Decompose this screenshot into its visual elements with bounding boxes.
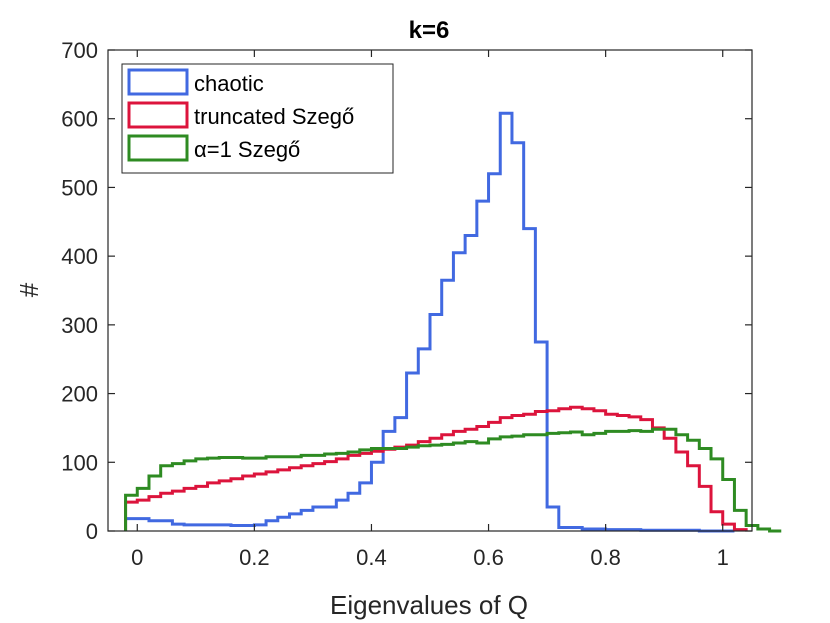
x-tick-label: 0.4 bbox=[356, 545, 387, 570]
y-tick-label: 100 bbox=[61, 450, 98, 475]
legend-swatch-2 bbox=[127, 134, 189, 162]
legend-label-1: truncated Szegő bbox=[194, 104, 354, 129]
series-0-line bbox=[124, 111, 735, 533]
y-tick-label: 400 bbox=[61, 244, 98, 269]
plot-frame bbox=[107, 49, 753, 532]
x-tick-label: 0.2 bbox=[239, 545, 270, 570]
legend-swatch-1 bbox=[127, 101, 189, 129]
series-2-line bbox=[124, 427, 782, 533]
x-tick-label: 0.8 bbox=[590, 545, 621, 570]
legend-label-2: α=1 Szegő bbox=[194, 137, 300, 162]
legend-swatch-0 bbox=[127, 68, 189, 96]
x-tick-label: 0.6 bbox=[473, 545, 504, 570]
series-layer bbox=[124, 111, 782, 533]
legend: chaotic truncated Szegő α=1 Szegő bbox=[121, 63, 394, 174]
y-tick-label: 600 bbox=[61, 107, 98, 132]
y-tick-label: 200 bbox=[61, 382, 98, 407]
y-tick-label: 0 bbox=[86, 519, 98, 544]
y-tick-label: 300 bbox=[61, 313, 98, 338]
y-tick-label: 500 bbox=[61, 175, 98, 200]
x-axis-title: Eigenvalues of Q bbox=[330, 590, 528, 620]
chart-title: k=6 bbox=[409, 17, 450, 44]
legend-label-0: chaotic bbox=[194, 71, 264, 96]
x-tick-label: 1 bbox=[717, 545, 729, 570]
legend-box bbox=[121, 63, 394, 174]
ticks-layer: 0 0.2 0.4 0.6 0.8 1 0 100 200 300 400 500 600 700 bbox=[61, 38, 752, 570]
y-axis-title: # bbox=[14, 282, 44, 297]
y-tick-label: 700 bbox=[61, 38, 98, 63]
x-tick-label: 0 bbox=[131, 545, 143, 570]
series-1-line bbox=[124, 405, 748, 532]
